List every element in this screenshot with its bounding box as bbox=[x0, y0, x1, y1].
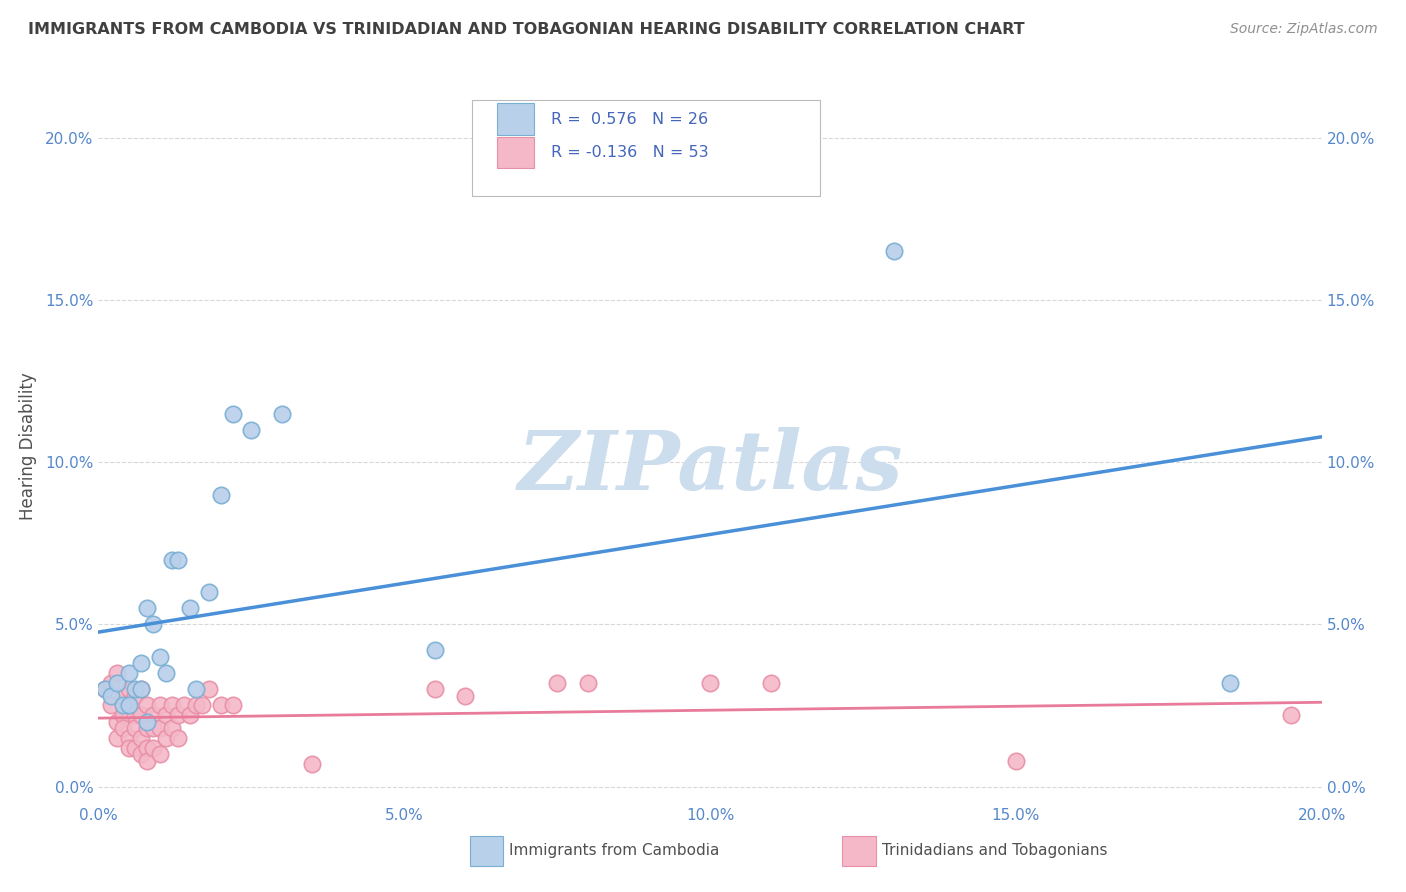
Point bbox=[124, 740, 146, 755]
Point bbox=[129, 657, 152, 671]
Point bbox=[111, 698, 134, 713]
Point bbox=[167, 552, 190, 566]
Point bbox=[105, 714, 128, 729]
Point bbox=[100, 698, 122, 713]
Point bbox=[118, 682, 141, 697]
Point bbox=[124, 682, 146, 697]
Point bbox=[124, 689, 146, 703]
Point bbox=[136, 754, 159, 768]
Point bbox=[149, 721, 172, 735]
Point bbox=[191, 698, 214, 713]
Point bbox=[142, 617, 165, 632]
Point bbox=[149, 747, 172, 761]
Point bbox=[423, 643, 446, 657]
Point bbox=[167, 708, 190, 723]
Point bbox=[93, 682, 115, 697]
Text: R =  0.576   N = 26: R = 0.576 N = 26 bbox=[551, 112, 709, 127]
Point bbox=[209, 488, 232, 502]
Point bbox=[129, 747, 152, 761]
Point bbox=[136, 698, 159, 713]
Point bbox=[118, 740, 141, 755]
Point bbox=[124, 708, 146, 723]
Point bbox=[136, 721, 159, 735]
Point bbox=[179, 601, 201, 615]
Point bbox=[111, 708, 134, 723]
Point bbox=[93, 682, 115, 697]
FancyBboxPatch shape bbox=[471, 100, 820, 196]
Point bbox=[142, 721, 165, 735]
Point bbox=[1279, 708, 1302, 723]
Point bbox=[136, 601, 159, 615]
Point bbox=[142, 708, 165, 723]
Text: Trinidadians and Tobagonians: Trinidadians and Tobagonians bbox=[882, 844, 1107, 858]
Text: R = -0.136   N = 53: R = -0.136 N = 53 bbox=[551, 145, 709, 161]
Point bbox=[111, 721, 134, 735]
Point bbox=[167, 731, 190, 745]
FancyBboxPatch shape bbox=[498, 103, 534, 135]
Point bbox=[173, 698, 195, 713]
Point bbox=[129, 731, 152, 745]
Point bbox=[155, 666, 177, 681]
Point bbox=[270, 407, 292, 421]
Point bbox=[124, 721, 146, 735]
Point bbox=[111, 689, 134, 703]
Point bbox=[197, 682, 219, 697]
Point bbox=[759, 675, 782, 690]
Point bbox=[186, 682, 208, 697]
Point bbox=[105, 731, 128, 745]
Text: IMMIGRANTS FROM CAMBODIA VS TRINIDADIAN AND TOBAGONIAN HEARING DISABILITY CORREL: IMMIGRANTS FROM CAMBODIA VS TRINIDADIAN … bbox=[28, 22, 1025, 37]
Point bbox=[179, 708, 201, 723]
Point bbox=[209, 698, 232, 713]
Point bbox=[136, 714, 159, 729]
Point bbox=[149, 649, 172, 664]
Point bbox=[129, 682, 152, 697]
Point bbox=[118, 698, 141, 713]
Point bbox=[222, 407, 245, 421]
Point bbox=[142, 740, 165, 755]
Point bbox=[699, 675, 721, 690]
Point bbox=[160, 552, 183, 566]
Point bbox=[454, 689, 477, 703]
Point bbox=[129, 682, 152, 697]
Point bbox=[105, 675, 128, 690]
Point bbox=[118, 731, 141, 745]
FancyBboxPatch shape bbox=[498, 137, 534, 169]
Point bbox=[883, 244, 905, 259]
Text: Immigrants from Cambodia: Immigrants from Cambodia bbox=[509, 844, 720, 858]
Point bbox=[546, 675, 568, 690]
Point bbox=[105, 666, 128, 681]
Text: Source: ZipAtlas.com: Source: ZipAtlas.com bbox=[1230, 22, 1378, 37]
Y-axis label: Hearing Disability: Hearing Disability bbox=[18, 372, 37, 520]
Point bbox=[423, 682, 446, 697]
Point bbox=[100, 675, 122, 690]
Point bbox=[100, 689, 122, 703]
Point bbox=[149, 698, 172, 713]
Point bbox=[222, 698, 245, 713]
Point bbox=[129, 708, 152, 723]
Point bbox=[160, 721, 183, 735]
Point bbox=[1219, 675, 1241, 690]
Point bbox=[136, 740, 159, 755]
Point bbox=[155, 708, 177, 723]
Point bbox=[118, 666, 141, 681]
Text: ZIPatlas: ZIPatlas bbox=[517, 427, 903, 508]
Point bbox=[1004, 754, 1026, 768]
Point bbox=[186, 698, 208, 713]
Point bbox=[576, 675, 599, 690]
Point bbox=[240, 423, 263, 437]
Point bbox=[155, 731, 177, 745]
Point bbox=[118, 698, 141, 713]
Point bbox=[160, 698, 183, 713]
Point bbox=[301, 756, 323, 771]
Point bbox=[197, 585, 219, 599]
